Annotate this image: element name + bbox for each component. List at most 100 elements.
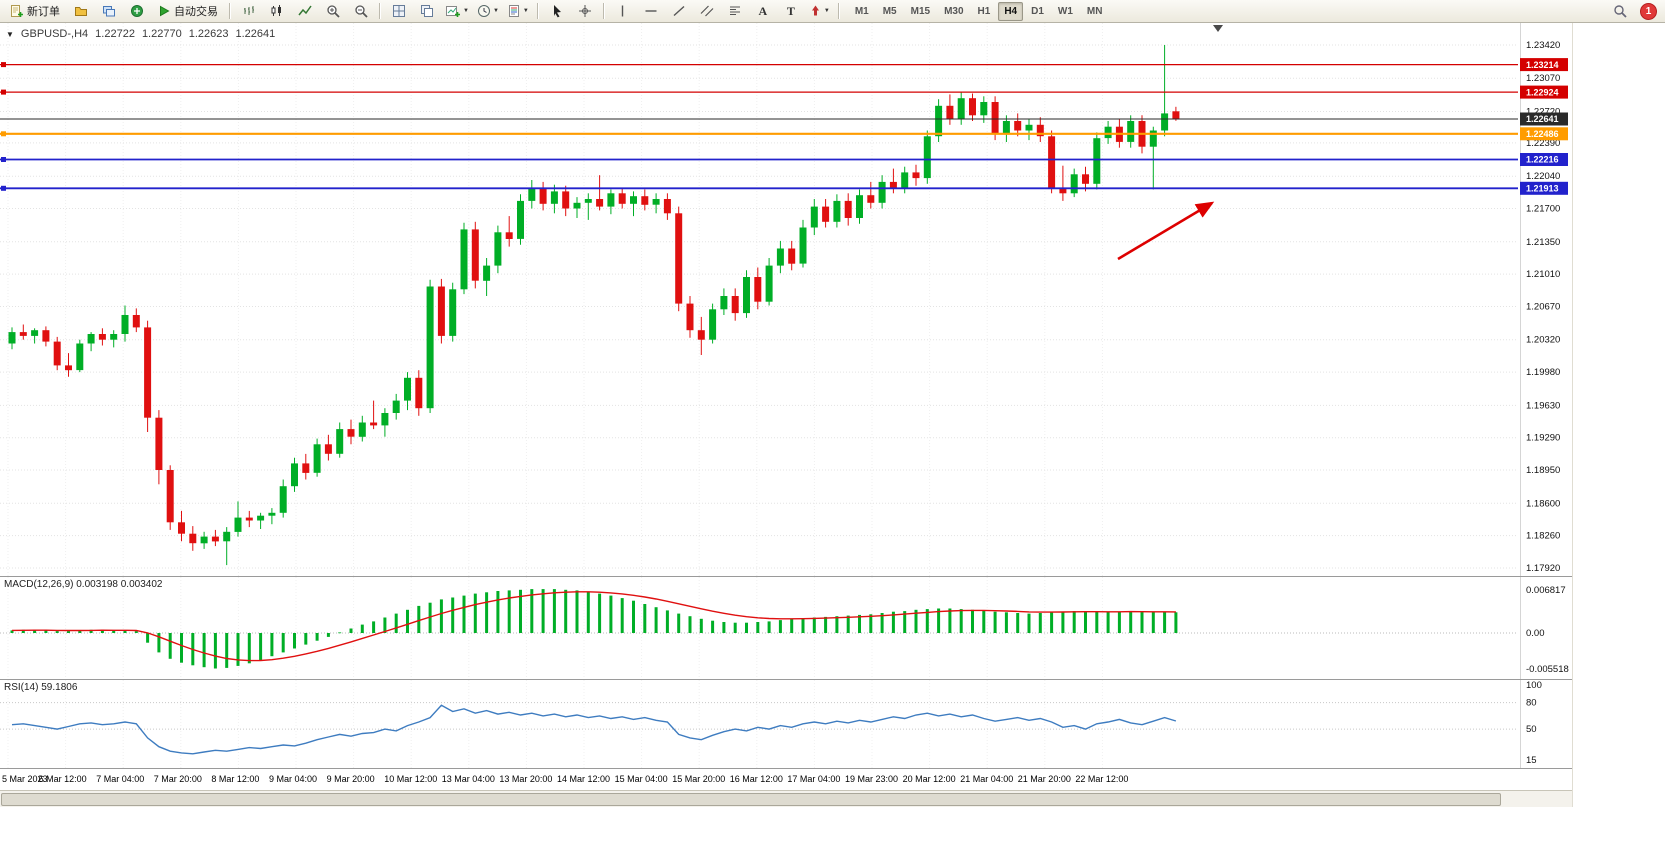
time-label: 14 Mar 12:00: [557, 774, 611, 784]
templates-button[interactable]: ▼: [504, 1, 532, 22]
svg-text:1.21700: 1.21700: [1526, 204, 1560, 215]
svg-text:1.18950: 1.18950: [1526, 465, 1560, 476]
charts-gallery-icon: [103, 6, 115, 17]
new-order-button[interactable]: 新订单: [4, 1, 66, 22]
svg-text:1.22924: 1.22924: [1526, 87, 1559, 97]
time-label: 9 Mar 04:00: [269, 774, 318, 784]
chart-menu-icon[interactable]: ▼: [6, 29, 14, 39]
macd-canvas[interactable]: 0.006817 0.00 -0.005518: [0, 577, 1572, 679]
timeframe-button-m1[interactable]: M1: [854, 5, 869, 17]
timeframe-button-mn[interactable]: MN: [1086, 5, 1103, 17]
trendline-icon: [673, 5, 685, 17]
new-order-icon: [11, 5, 23, 17]
new-chart-icon: [446, 6, 460, 17]
zoom-in-button[interactable]: [320, 1, 346, 22]
chevron-down-icon: ▼: [823, 8, 830, 14]
toolbar-separator: [229, 3, 231, 19]
time-label: 7 Mar 20:00: [153, 774, 202, 784]
trendline-tool-button[interactable]: [666, 1, 692, 22]
time-label: 13 Mar 20:00: [499, 774, 553, 784]
ohlc-high: 1.22770: [141, 28, 182, 40]
crosshair-button[interactable]: [572, 1, 598, 22]
text-tool-button[interactable]: A: [750, 1, 776, 22]
toolbar-separator: [602, 3, 605, 19]
notification-badge[interactable]: 1: [1640, 2, 1657, 20]
search-button[interactable]: [1607, 1, 1633, 22]
svg-text:1.17920: 1.17920: [1526, 563, 1560, 574]
svg-text:1.18260: 1.18260: [1526, 531, 1560, 542]
bar-chart-button[interactable]: [236, 1, 262, 22]
macd-label: MACD(12,26,9) 0.003198 0.003402: [4, 579, 163, 590]
svg-text:100: 100: [1526, 680, 1542, 691]
line-chart-button[interactable]: [292, 1, 318, 22]
horizontal-line-tool-button[interactable]: [638, 1, 664, 22]
svg-text:1.18600: 1.18600: [1526, 498, 1560, 509]
horizontal-scrollbar[interactable]: [0, 790, 1572, 807]
svg-text:80: 80: [1526, 698, 1537, 709]
rsi-panel[interactable]: 100 80 50 15 RSI(14) 59.1806: [0, 679, 1572, 768]
svg-text:0.00: 0.00: [1526, 628, 1545, 639]
chart-shift-marker: [1213, 25, 1223, 32]
time-label: 21 Mar 20:00: [1017, 774, 1071, 784]
svg-text:1.22390: 1.22390: [1526, 138, 1560, 149]
timeframe-button-m5[interactable]: M5: [882, 5, 897, 17]
ohlc-open: 1.22722: [95, 28, 135, 40]
clock-icon: [477, 5, 490, 17]
zoom-out-button[interactable]: [348, 1, 374, 22]
vertical-line-tool-button[interactable]: [610, 1, 636, 22]
timeframe-button-h1[interactable]: H1: [977, 5, 991, 17]
time-label: 10 Mar 12:00: [384, 774, 438, 784]
time-label: 15 Mar 20:00: [672, 774, 726, 784]
rsi-canvas[interactable]: 100 80 50 15: [0, 680, 1572, 768]
chart-window: 1.23420 1.23070 1.22720 1.22390 1.22040 1.217…: [0, 23, 1573, 807]
label-tool-icon: T: [786, 3, 795, 18]
label-tool-button[interactable]: T: [778, 1, 804, 22]
time-label: 8 Mar 12:00: [211, 774, 260, 784]
profiles-button[interactable]: [68, 1, 94, 22]
autotrade-button[interactable]: 自动交易: [152, 1, 224, 22]
time-axis[interactable]: 5 Mar 2023 6 Mar 12:00 7 Mar 04:00 7 Mar 20…: [0, 768, 1572, 790]
price-chart[interactable]: 1.23420 1.23070 1.22720 1.22390 1.22040 1.217…: [0, 23, 1572, 576]
timeframe-button-m15[interactable]: M15: [910, 5, 931, 17]
line-chart-icon: [298, 5, 312, 16]
svg-text:1.22720: 1.22720: [1526, 107, 1560, 118]
text-tool-icon: A: [758, 3, 768, 18]
timeframe-group: M1 M5 M15 M30 H1 H4 D1 W1 MN: [848, 1, 1110, 21]
price-chart-canvas[interactable]: 1.23420 1.23070 1.22720 1.22390 1.22040 1.217…: [0, 23, 1572, 576]
svg-text:50: 50: [1526, 724, 1537, 735]
svg-text:-0.005518: -0.005518: [1526, 664, 1569, 675]
time-label: 17 Mar 04:00: [787, 774, 841, 784]
candlestick-chart-icon: [271, 5, 281, 16]
candlestick-chart-button[interactable]: [264, 1, 290, 22]
arrows-tool-button[interactable]: ▼: [806, 1, 833, 22]
annotation-arrow: [1117, 201, 1215, 261]
fibonacci-tool-button[interactable]: [722, 1, 748, 22]
toolbar-separator: [837, 3, 840, 19]
timeframe-button-d1[interactable]: D1: [1031, 5, 1044, 17]
svg-text:1.23420: 1.23420: [1526, 40, 1560, 51]
timeframe-button-h4[interactable]: H4: [998, 1, 1024, 21]
timeframe-button-m30[interactable]: M30: [944, 5, 964, 17]
chevron-down-icon: ▼: [463, 8, 469, 14]
horizontal-line-icon: [645, 10, 657, 12]
charts-g gallery-button[interactable]: [96, 1, 122, 22]
time-label: 6 Mar 12:00: [38, 774, 87, 784]
periodicity-button[interactable]: ▼: [474, 1, 502, 22]
time-label: 9 Mar 20:00: [326, 774, 375, 784]
tile-windows-button[interactable]: [386, 1, 412, 22]
fibonacci-icon: [729, 6, 740, 15]
channel-tool-button[interactable]: [694, 1, 720, 22]
cursor-button[interactable]: [544, 1, 570, 22]
zoom-in-icon: [326, 4, 340, 18]
timeframe-button-w1[interactable]: W1: [1057, 5, 1073, 17]
svg-text:1.22486: 1.22486: [1526, 129, 1559, 139]
new-chart-button[interactable]: ▼: [442, 1, 472, 22]
cascade-windows-button[interactable]: [414, 1, 440, 22]
new-order-label: 新订单: [27, 6, 60, 18]
time-label: 5 Mar 2023: [2, 774, 48, 784]
scrollbar-thumb[interactable]: [1, 793, 1501, 806]
community-button[interactable]: [124, 1, 150, 22]
chevron-down-icon: ▼: [492, 8, 499, 14]
svg-text:1.21350: 1.21350: [1526, 237, 1560, 248]
macd-panel[interactable]: 0.006817 0.00 -0.005518 MACD(12,26,9) 0.00…: [0, 576, 1572, 679]
